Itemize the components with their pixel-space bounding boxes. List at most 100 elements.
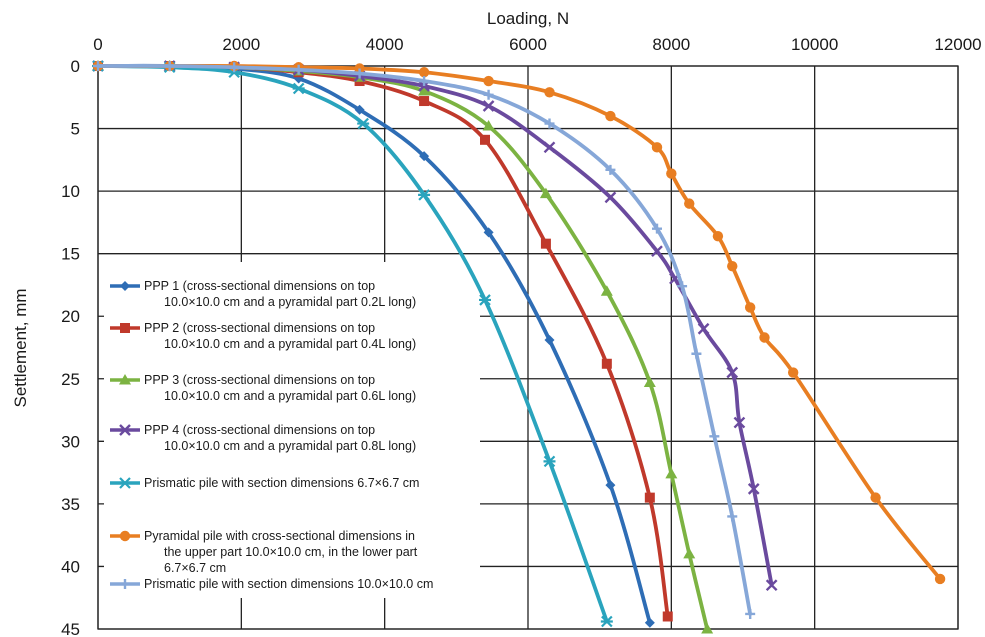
y-tick-labels: 0 5 10 15 20 25 30 35 40 45 bbox=[61, 57, 80, 637]
data-point bbox=[354, 63, 365, 74]
data-point bbox=[120, 281, 130, 291]
y-tick-label: 15 bbox=[61, 245, 80, 264]
legend-item: PPP 1 (cross-sectional dimensions on top… bbox=[110, 279, 416, 309]
data-point bbox=[543, 455, 556, 468]
data-point bbox=[419, 76, 430, 87]
legend-label: PPP 1 (cross-sectional dimensions on top bbox=[144, 279, 375, 293]
data-point bbox=[701, 623, 714, 634]
x-tick-label: 6000 bbox=[509, 35, 547, 54]
x-tick-label: 10000 bbox=[791, 35, 838, 54]
data-point bbox=[677, 281, 688, 292]
data-point bbox=[787, 367, 799, 378]
data-point bbox=[120, 323, 130, 333]
data-point bbox=[697, 322, 710, 335]
data-point bbox=[765, 579, 778, 592]
data-point bbox=[600, 285, 613, 296]
y-tick-label: 40 bbox=[61, 557, 80, 576]
data-point bbox=[544, 87, 555, 98]
plot-border bbox=[97, 65, 959, 630]
legend-item: Prismatic pile with section dimensions 6… bbox=[110, 476, 419, 490]
legend-label: 10.0×10.0 cm and a pyramidal part 0.6L l… bbox=[164, 389, 416, 403]
series-line bbox=[96, 64, 753, 616]
legend-label: 10.0×10.0 cm and a pyramidal part 0.4L l… bbox=[164, 337, 416, 351]
series-layer bbox=[92, 60, 946, 634]
data-point bbox=[354, 104, 365, 115]
y-tick-label: 10 bbox=[61, 182, 80, 201]
data-point bbox=[662, 611, 673, 622]
data-point bbox=[482, 120, 495, 131]
legend-item: Prismatic pile with section dimensions 1… bbox=[110, 577, 433, 591]
y-axis-title: Settlement, mm bbox=[11, 288, 30, 407]
data-point bbox=[483, 75, 494, 87]
data-point bbox=[651, 245, 663, 258]
data-point bbox=[727, 511, 738, 522]
y-tick-label: 30 bbox=[61, 432, 80, 451]
data-point bbox=[651, 142, 663, 153]
legend-item: PPP 4 (cross-sectional dimensions on top… bbox=[110, 423, 416, 453]
data-point bbox=[229, 62, 240, 73]
data-point bbox=[419, 151, 430, 162]
data-point bbox=[666, 168, 677, 179]
data-point bbox=[870, 492, 881, 503]
data-point bbox=[759, 332, 770, 343]
data-point bbox=[479, 294, 491, 306]
y-tick-label: 25 bbox=[61, 370, 80, 389]
data-point bbox=[544, 334, 555, 345]
legend-area bbox=[104, 262, 480, 598]
x-tick-label: 2000 bbox=[222, 35, 260, 54]
y-tick-label: 0 bbox=[71, 57, 80, 76]
data-point bbox=[480, 134, 490, 145]
data-point bbox=[119, 530, 131, 542]
x-tick-label: 4000 bbox=[366, 35, 404, 54]
data-point bbox=[419, 96, 430, 107]
data-point bbox=[600, 615, 613, 628]
legend-label: PPP 3 (cross-sectional dimensions on top bbox=[144, 373, 375, 387]
y-tick-label: 5 bbox=[71, 120, 80, 139]
data-point bbox=[357, 117, 370, 130]
legend: PPP 1 (cross-sectional dimensions on top… bbox=[110, 279, 433, 591]
legend-item: PPP 2 (cross-sectional dimensions on top… bbox=[110, 321, 416, 351]
plot-frame bbox=[97, 65, 959, 630]
data-point bbox=[544, 118, 555, 129]
data-point bbox=[644, 492, 655, 503]
y-tick-label: 45 bbox=[61, 620, 80, 637]
data-point bbox=[709, 431, 720, 442]
data-point bbox=[605, 110, 616, 122]
data-point bbox=[482, 100, 495, 112]
data-point bbox=[604, 191, 617, 204]
data-point bbox=[483, 227, 494, 238]
x-axis-title: Loading, N bbox=[487, 9, 569, 28]
data-point bbox=[726, 366, 739, 379]
data-point bbox=[665, 467, 678, 479]
data-point bbox=[745, 608, 756, 619]
x-tick-label: 0 bbox=[93, 35, 102, 54]
legend-item: PPP 3 (cross-sectional dimensions on top… bbox=[110, 373, 416, 403]
legend-label: Prismatic pile with section dimensions 1… bbox=[144, 577, 433, 591]
data-point bbox=[543, 141, 556, 154]
data-point bbox=[93, 61, 103, 71]
data-point bbox=[733, 416, 746, 429]
data-point bbox=[418, 85, 431, 96]
data-point bbox=[643, 376, 656, 388]
legend-label: Pyramidal pile with cross-sectional dime… bbox=[144, 529, 415, 543]
data-point bbox=[119, 477, 131, 489]
data-point bbox=[120, 579, 130, 589]
data-point bbox=[684, 198, 695, 209]
data-point bbox=[483, 89, 494, 100]
data-point bbox=[164, 61, 175, 71]
legend-label: 6.7×6.7 cm bbox=[164, 561, 226, 575]
data-point bbox=[744, 302, 756, 313]
legend-item: Pyramidal pile with cross-sectional dime… bbox=[110, 529, 418, 575]
x-tick-label: 8000 bbox=[652, 35, 690, 54]
data-point bbox=[293, 64, 304, 75]
data-point bbox=[601, 358, 612, 369]
data-point bbox=[934, 573, 946, 585]
data-point bbox=[605, 164, 616, 175]
data-point bbox=[683, 547, 696, 559]
series-7 bbox=[93, 61, 756, 619]
legend-label: 10.0×10.0 cm and a pyramidal part 0.2L l… bbox=[164, 295, 416, 309]
data-point bbox=[119, 374, 131, 385]
legend-label: Prismatic pile with section dimensions 6… bbox=[144, 476, 419, 490]
data-point bbox=[540, 238, 551, 249]
legend-label: PPP 4 (cross-sectional dimensions on top bbox=[144, 423, 375, 437]
